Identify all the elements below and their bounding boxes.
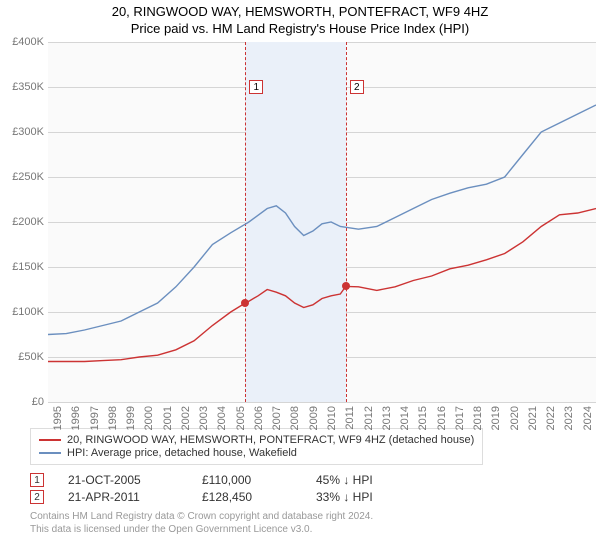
sales-table: 1 21-OCT-2005 £110,000 45% ↓ HPI 2 21-AP… (30, 473, 600, 504)
attribution-line: Contains HM Land Registry data © Crown c… (30, 510, 600, 523)
sale-date: 21-OCT-2005 (68, 473, 178, 487)
legend-box: 20, RINGWOOD WAY, HEMSWORTH, PONTEFRACT,… (30, 428, 483, 465)
title-address: 20, RINGWOOD WAY, HEMSWORTH, PONTEFRACT,… (0, 4, 600, 19)
sale-price: £128,450 (202, 490, 292, 504)
sale-delta: 33% ↓ HPI (316, 490, 373, 504)
legend-label: 20, RINGWOOD WAY, HEMSWORTH, PONTEFRACT,… (67, 434, 474, 446)
sale-marker-icon: 2 (30, 490, 44, 504)
sale-price: £110,000 (202, 473, 292, 487)
sale-delta: 45% ↓ HPI (316, 473, 373, 487)
legend-item-price: 20, RINGWOOD WAY, HEMSWORTH, PONTEFRACT,… (39, 434, 474, 446)
sale-row: 1 21-OCT-2005 £110,000 45% ↓ HPI (30, 473, 600, 487)
sale-date: 21-APR-2011 (68, 490, 178, 504)
legend-item-hpi: HPI: Average price, detached house, Wake… (39, 447, 474, 459)
sale-marker-icon: 1 (30, 473, 44, 487)
chart-header: 20, RINGWOOD WAY, HEMSWORTH, PONTEFRACT,… (0, 0, 600, 36)
shaded-period (245, 42, 345, 402)
legend-swatch (39, 452, 61, 454)
chart-area: 12 £0£50K£100K£150K£200K£250K£300K£350K£… (28, 42, 596, 422)
attribution-line: This data is licensed under the Open Gov… (30, 523, 600, 536)
title-subtitle: Price paid vs. HM Land Registry's House … (0, 21, 600, 36)
legend-label: HPI: Average price, detached house, Wake… (67, 447, 297, 459)
sale-row: 2 21-APR-2011 £128,450 33% ↓ HPI (30, 490, 600, 504)
attribution-text: Contains HM Land Registry data © Crown c… (30, 510, 600, 536)
legend-swatch (39, 439, 61, 441)
